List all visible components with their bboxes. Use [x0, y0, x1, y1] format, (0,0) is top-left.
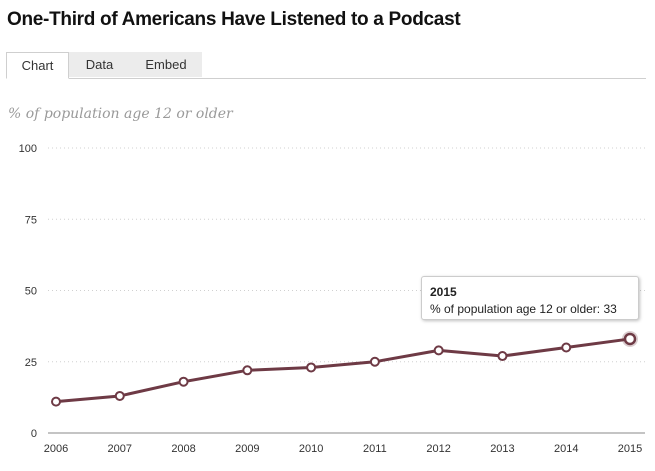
- page-title: One-Third of Americans Have Listened to …: [7, 9, 461, 30]
- grid-lines: [48, 147, 645, 434]
- series-line: [55, 337, 631, 404]
- data-points[interactable]: [51, 330, 638, 407]
- tab-data[interactable]: Data: [69, 52, 130, 77]
- data-tooltip: 2015 % of population age 12 or older: 33: [421, 276, 639, 320]
- y-tick-label: 25: [25, 357, 37, 369]
- x-tick-label: 2014: [554, 443, 578, 455]
- tooltip-value: 33: [603, 302, 617, 316]
- tooltip-series-label: % of population age 12 or older: [430, 302, 597, 316]
- tab-chart[interactable]: Chart: [6, 52, 69, 79]
- x-tick-label: 2012: [426, 443, 450, 455]
- data-point-2012[interactable]: [433, 345, 444, 356]
- x-tick-label: 2013: [490, 443, 514, 455]
- x-tick-label: 2015: [618, 443, 642, 455]
- tab-embed[interactable]: Embed: [130, 52, 202, 77]
- x-tick-label: 2010: [299, 443, 323, 455]
- data-point-2010[interactable]: [306, 362, 317, 373]
- x-tick-label: 2006: [44, 443, 68, 455]
- y-tick-label: 75: [25, 214, 37, 226]
- data-point-2014[interactable]: [561, 342, 572, 353]
- chart-subtitle: % of population age 12 or older: [8, 106, 233, 122]
- data-point-2006[interactable]: [51, 396, 61, 407]
- y-tick-label: 100: [19, 143, 37, 155]
- x-tick-label: 2009: [235, 443, 259, 455]
- data-point-2007[interactable]: [114, 390, 125, 401]
- data-point-2013[interactable]: [497, 351, 508, 362]
- x-tick-label: 2011: [363, 443, 387, 455]
- data-point-2008[interactable]: [178, 376, 189, 387]
- data-point-2011[interactable]: [369, 356, 380, 367]
- y-tick-label: 0: [31, 428, 37, 440]
- tab-bar: Chart Data Embed: [6, 52, 646, 79]
- data-series: [55, 337, 631, 404]
- tooltip-year: 2015: [430, 285, 457, 299]
- x-tick-label: 2008: [171, 443, 195, 455]
- y-axis-labels: 0 25 50 75 100: [19, 143, 37, 440]
- x-axis-labels: 2006 2007 2008 2009 2010 2011 2012 2013 2014 2015: [44, 443, 642, 455]
- data-point-2015[interactable]: [623, 332, 637, 346]
- data-point-2009[interactable]: [242, 365, 253, 376]
- x-tick-label: 2007: [108, 443, 132, 455]
- y-tick-label: 50: [25, 286, 37, 298]
- tooltip-text: % of population age 12 or older: 33: [430, 302, 617, 316]
